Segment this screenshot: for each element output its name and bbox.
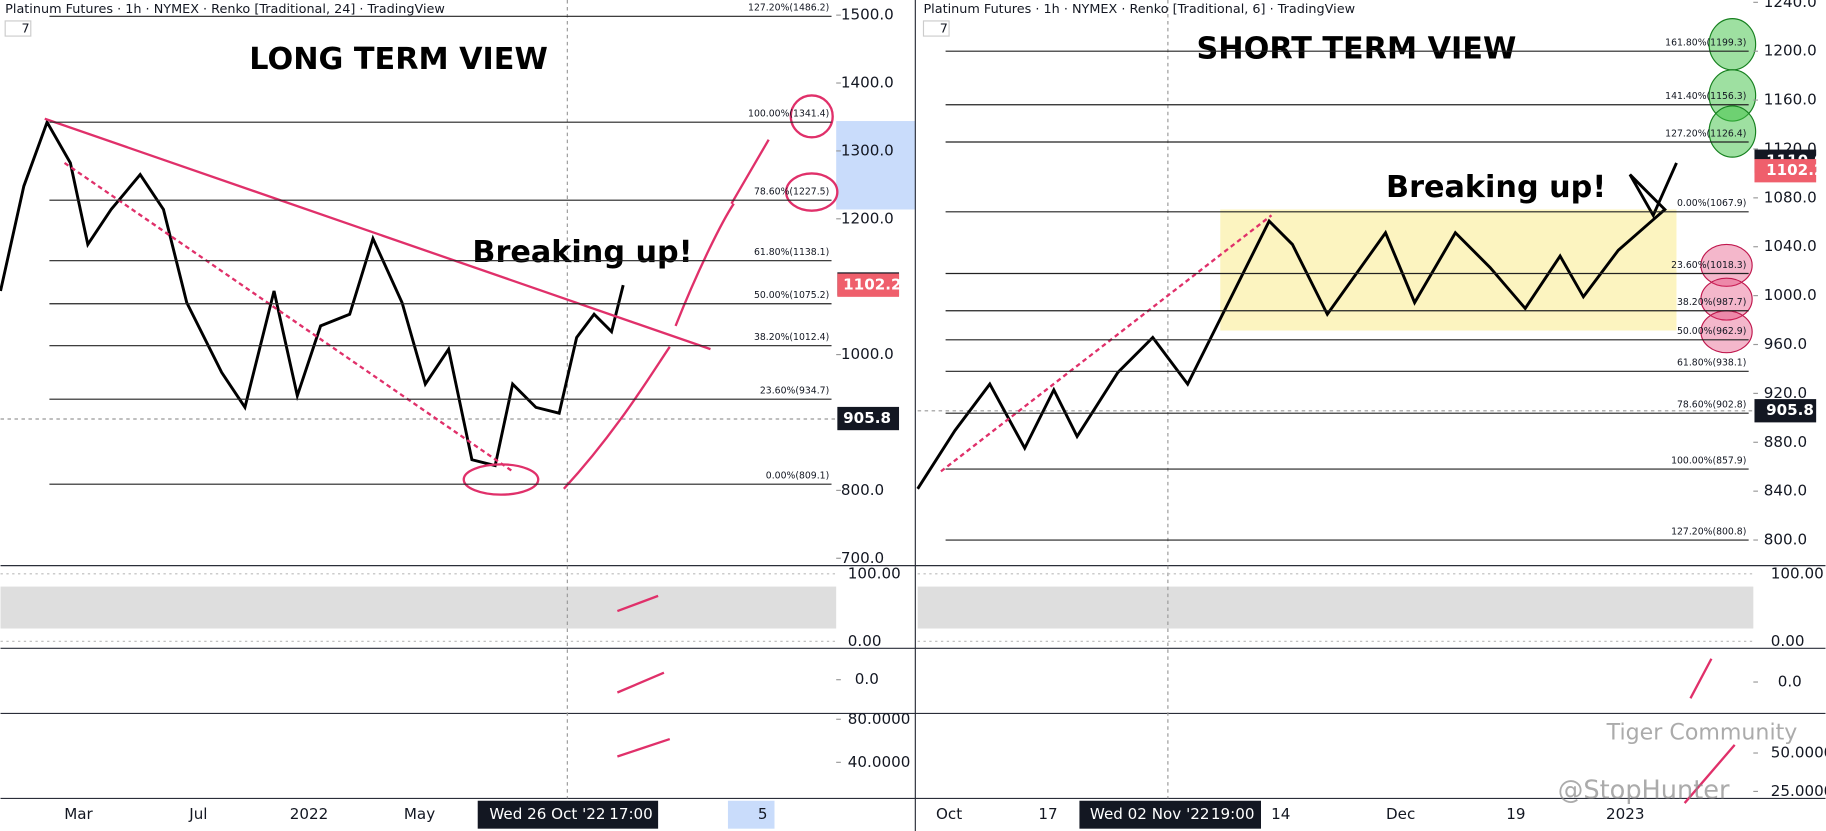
fib-label: 23.60%(934.7) bbox=[760, 386, 829, 397]
watermark-handle: @StopHunter bbox=[1558, 775, 1730, 805]
stoch-tick-label: 100.00 bbox=[1771, 564, 1824, 582]
price-tick-label: 1500.0 bbox=[841, 6, 894, 24]
price-tick-label: 1040.0 bbox=[1764, 237, 1817, 255]
fib-label: 127.20%(1486.2) bbox=[748, 3, 829, 14]
price-tick-label: 840.0 bbox=[1764, 482, 1807, 500]
renko-sketch bbox=[0, 118, 625, 468]
date-label: 17 bbox=[1038, 805, 1057, 823]
crosshair-date-box bbox=[477, 800, 659, 829]
price-tag bbox=[1754, 159, 1817, 183]
crosshair-date: Wed 02 Nov '22 bbox=[1090, 805, 1210, 823]
date-label: Mar bbox=[64, 805, 93, 823]
price-tag-label: 1102.2 bbox=[843, 276, 901, 294]
fib-label: 38.20%(987.7) bbox=[1677, 297, 1746, 308]
fib-label: 127.20%(800.8) bbox=[1671, 526, 1746, 537]
dmi-tick-label: 25.0000 bbox=[1771, 782, 1826, 800]
price-tick-label: 880.0 bbox=[1764, 433, 1807, 451]
interval-badge-text[interactable]: 7 bbox=[21, 22, 29, 37]
date-label: Dec bbox=[1386, 805, 1415, 823]
dmi-tick-label: 40.0000 bbox=[848, 753, 911, 771]
stoch-band bbox=[917, 586, 1754, 629]
axis-highlight bbox=[836, 121, 916, 210]
stoch-tick-label: 100.00 bbox=[848, 564, 901, 582]
fib-label: 127.20%(1126.4) bbox=[1665, 128, 1746, 139]
renko-sketch bbox=[916, 162, 1678, 490]
crosshair-value-box bbox=[727, 800, 775, 829]
crosshair-time: 19:00 bbox=[1211, 805, 1255, 823]
price-tag bbox=[1754, 399, 1817, 423]
dmi-tick-label: 80.0000 bbox=[848, 710, 911, 728]
view-title: SHORT TERM VIEW bbox=[1197, 32, 1517, 67]
price-tag-label: 905.8 bbox=[1766, 401, 1814, 419]
price-tick-label: 920.0 bbox=[1764, 384, 1807, 402]
price-tick-label: 1200.0 bbox=[841, 209, 894, 227]
date-label: Oct bbox=[936, 805, 962, 823]
crosshair-value: 5 bbox=[758, 805, 768, 823]
fib-label: 78.60%(1227.5) bbox=[754, 187, 829, 198]
crosshair-date: Wed 26 Oct '22 bbox=[489, 805, 605, 823]
fib-label: 100.00%(857.9) bbox=[1671, 455, 1746, 466]
crosshair-date-box bbox=[1079, 800, 1261, 829]
date-label: 2023 bbox=[1606, 805, 1645, 823]
price-tick-label: 1200.0 bbox=[1764, 42, 1817, 60]
price-tick-label: 800.0 bbox=[1764, 531, 1807, 549]
chart-header: Platinum Futures · 1h · NYMEX · Renko [T… bbox=[923, 2, 1355, 17]
price-tick-label: 700.0 bbox=[841, 549, 884, 567]
osc-tick-label: 0.0 bbox=[1778, 673, 1802, 691]
fib-label: 161.80%(1199.3) bbox=[1665, 38, 1746, 49]
annotation: Breaking up! bbox=[1386, 170, 1606, 205]
date-label: 14 bbox=[1271, 805, 1290, 823]
price-tick-label: 1400.0 bbox=[841, 74, 894, 92]
fib-label: 38.20%(1012.4) bbox=[754, 332, 829, 343]
fib-label: 78.60%(902.8) bbox=[1677, 400, 1746, 411]
crosshair-time: 17:00 bbox=[609, 805, 653, 823]
price-tick-label: 1080.0 bbox=[1764, 188, 1817, 206]
stoch-band bbox=[0, 586, 837, 629]
interval-badge-text[interactable]: 7 bbox=[940, 22, 948, 37]
date-label: 2022 bbox=[290, 805, 329, 823]
dmi-tick-label: 50.0000 bbox=[1771, 744, 1826, 762]
fib-label: 100.00%(1341.4) bbox=[748, 109, 829, 120]
fib-label: 50.00%(1075.2) bbox=[754, 290, 829, 301]
fib-label: 23.60%(1018.3) bbox=[1671, 260, 1746, 271]
interval-badge[interactable] bbox=[4, 20, 32, 37]
stoch-tick-label: 0.00 bbox=[1771, 632, 1805, 650]
fib-label: 141.40%(1156.3) bbox=[1665, 91, 1746, 102]
price-tag-label: 905.8 bbox=[843, 409, 891, 427]
price-tick-label: 1160.0 bbox=[1764, 91, 1817, 109]
fib-label: 50.00%(962.9) bbox=[1677, 326, 1746, 337]
price-tick-label: 960.0 bbox=[1764, 335, 1807, 353]
date-label: 19 bbox=[1506, 805, 1525, 823]
price-tick-label: 800.0 bbox=[841, 481, 884, 499]
fib-label: 61.80%(1138.1) bbox=[754, 247, 829, 258]
view-title: LONG TERM VIEW bbox=[249, 42, 548, 77]
watermark-brand: Tiger Community bbox=[1606, 720, 1798, 746]
price-tick-label: 1300.0 bbox=[841, 141, 894, 159]
annotation: Breaking up! bbox=[472, 235, 692, 270]
fib-label: 0.00%(809.1) bbox=[766, 471, 829, 482]
fib-label: 0.00%(1067.9) bbox=[1677, 198, 1746, 209]
price-tick-label: 1240.0 bbox=[1764, 0, 1817, 11]
price-tag bbox=[837, 273, 900, 297]
date-label: Jul bbox=[188, 805, 207, 823]
trendlines bbox=[44, 94, 1736, 804]
price-tag-label: 1102.2 bbox=[1766, 161, 1824, 179]
price-tag bbox=[837, 406, 900, 431]
date-label: May bbox=[404, 805, 435, 823]
support-circles bbox=[1700, 243, 1753, 354]
chart-header: Platinum Futures · 1h · NYMEX · Renko [T… bbox=[5, 2, 445, 17]
fib-label: 61.80%(938.1) bbox=[1677, 358, 1746, 369]
stoch-tick-label: 0.00 bbox=[848, 632, 882, 650]
osc-tick-label: 0.0 bbox=[855, 670, 879, 688]
target-circles bbox=[1708, 18, 1757, 158]
price-tick-label: 1000.0 bbox=[841, 345, 894, 363]
price-tick-label: 1000.0 bbox=[1764, 286, 1817, 304]
interval-badge[interactable] bbox=[922, 20, 950, 37]
range-box bbox=[1220, 209, 1677, 331]
